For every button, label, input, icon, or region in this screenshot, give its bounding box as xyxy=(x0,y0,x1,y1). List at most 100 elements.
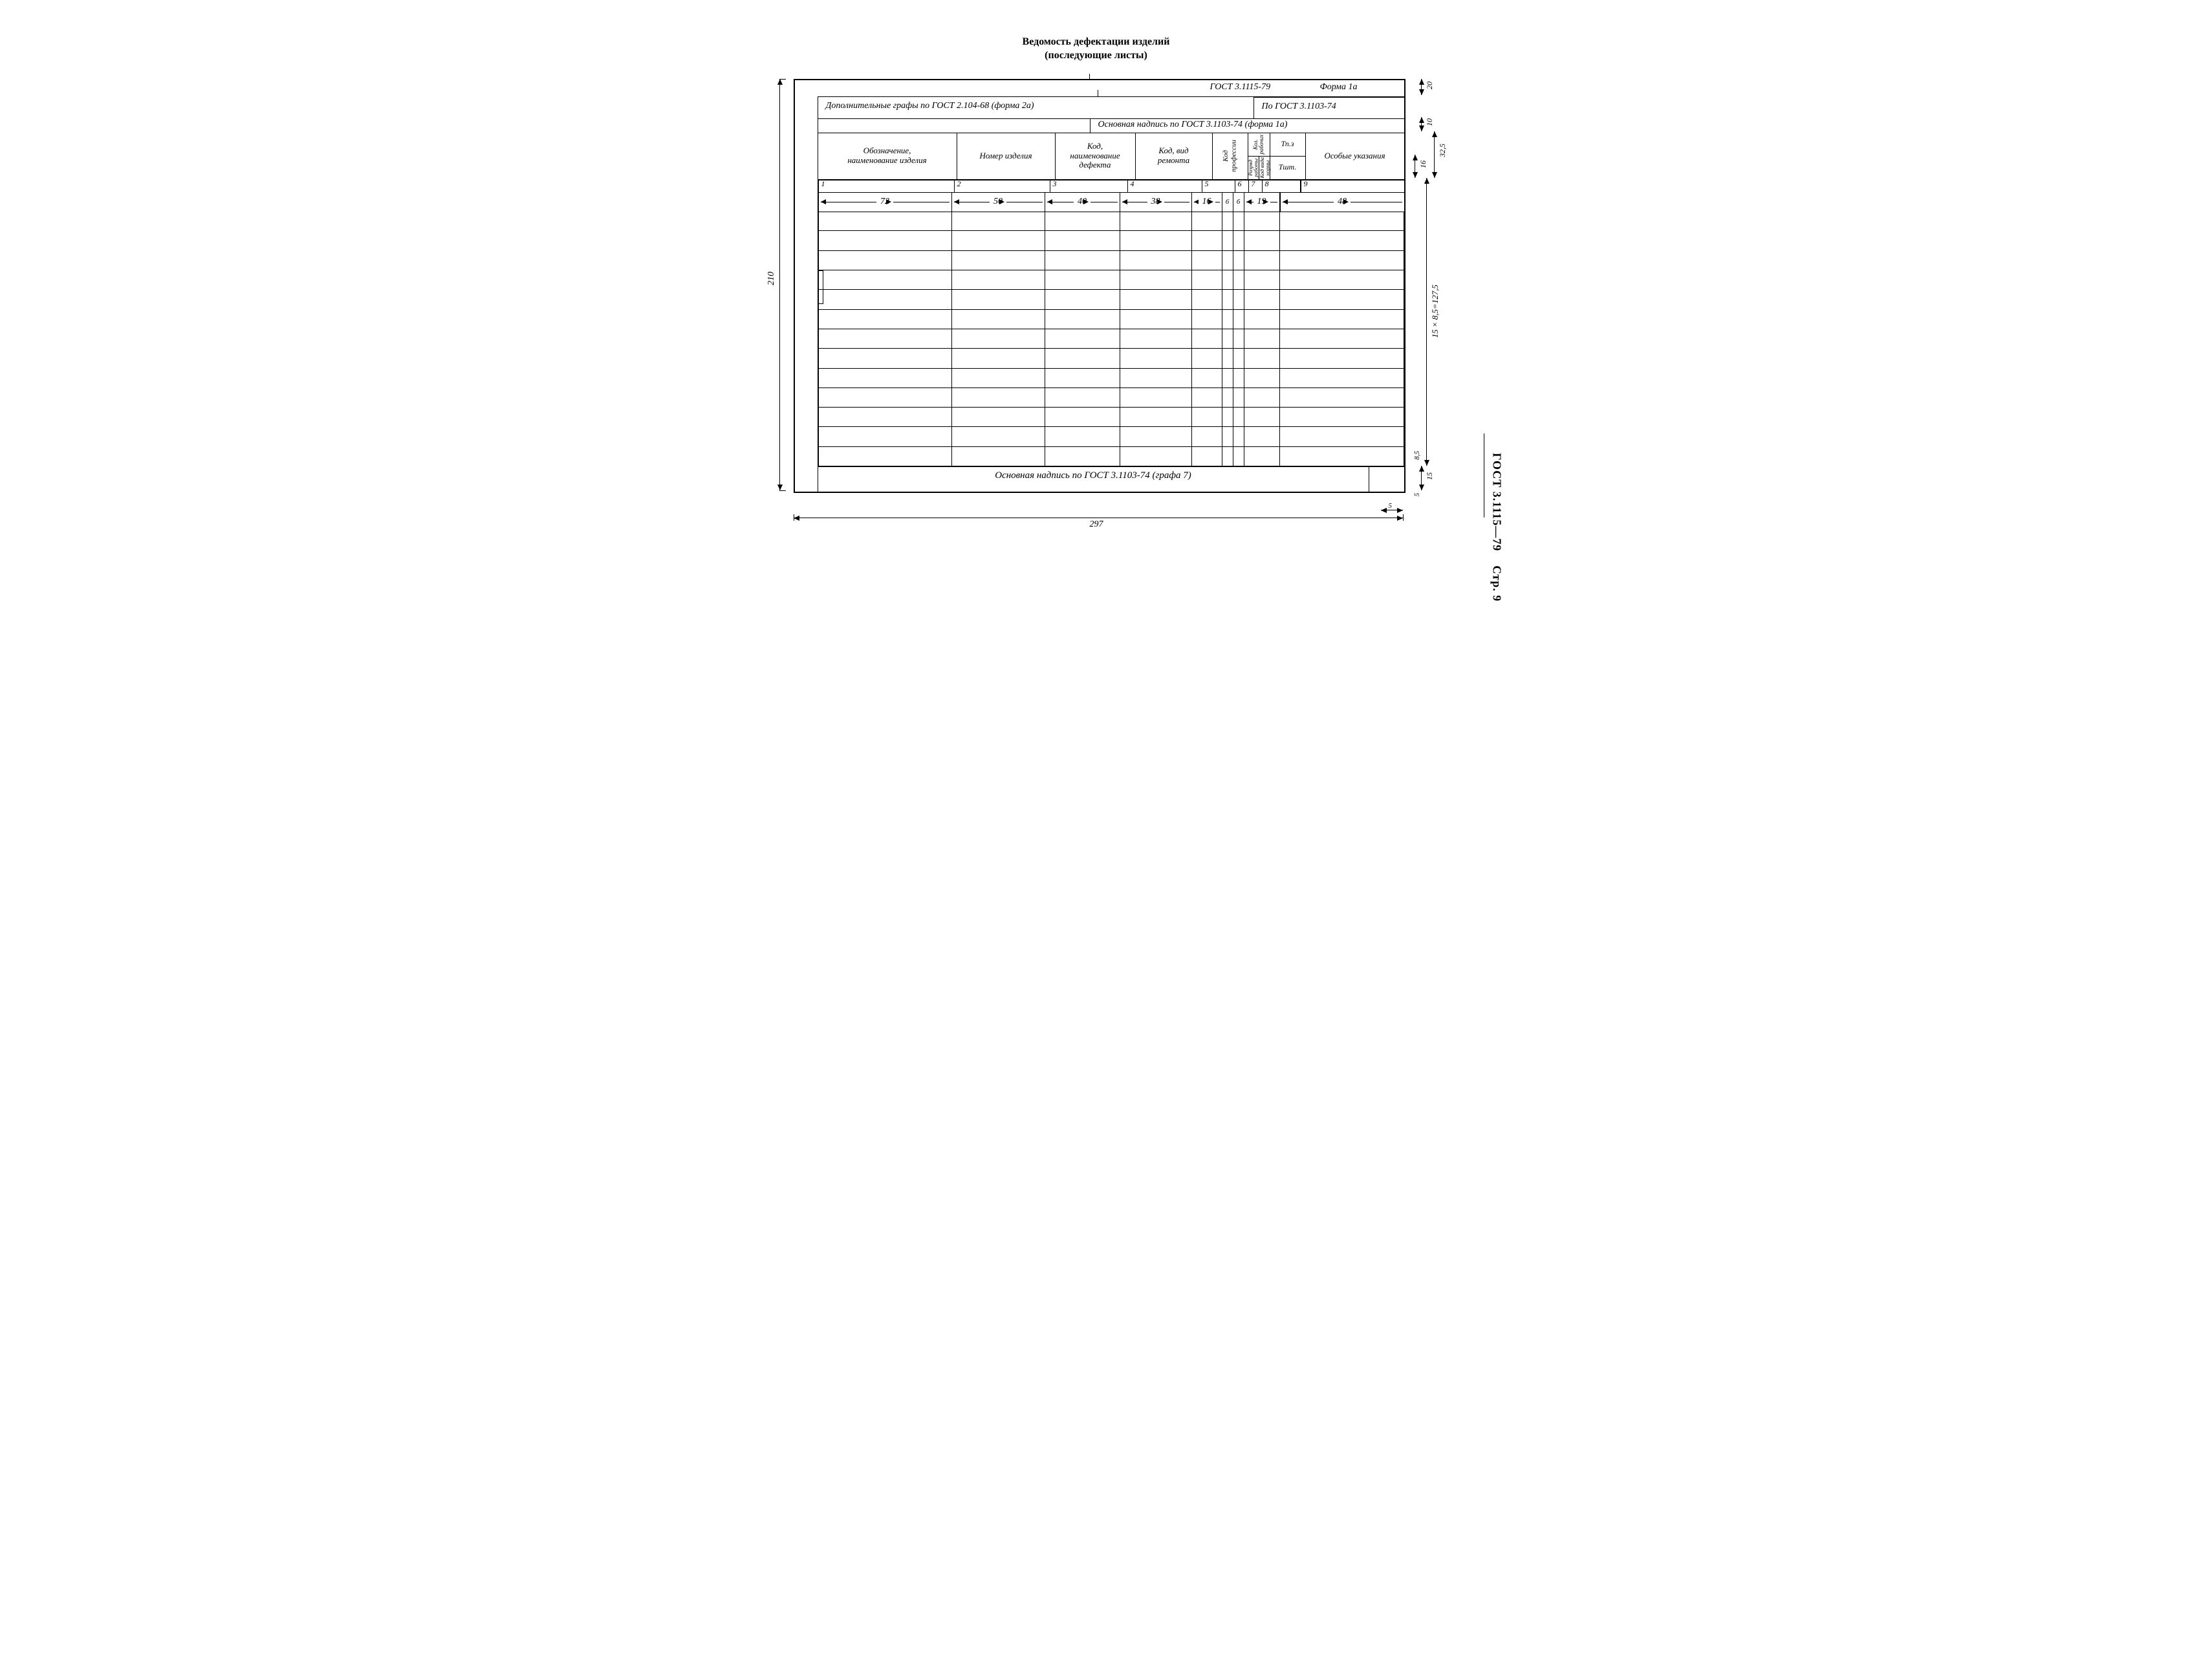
table-cell xyxy=(819,388,952,407)
table-cell xyxy=(1192,231,1222,250)
col-header-2-text: Номер изделия xyxy=(979,151,1032,161)
table-cell xyxy=(1045,349,1120,367)
table-cell xyxy=(1244,270,1280,289)
table-cell xyxy=(1233,212,1244,230)
table-row xyxy=(819,369,1404,388)
table-cell xyxy=(1045,212,1120,230)
table-cell xyxy=(1280,427,1404,446)
table-cell xyxy=(1120,251,1192,270)
table-cell xyxy=(1280,270,1404,289)
dim-tick xyxy=(779,79,786,80)
gost-row: ГОСТ 3.1115-79 Форма 1а xyxy=(795,80,1404,96)
col-num-5: 5 xyxy=(1202,179,1235,192)
col-header-6-text: Разрядработы xyxy=(1248,158,1259,177)
col-w-2-text: 50 xyxy=(990,197,1006,207)
col-num-3: 3 xyxy=(1050,179,1128,192)
table-cell xyxy=(1045,369,1120,387)
table-cell xyxy=(1045,270,1120,289)
table-cell xyxy=(1120,388,1192,407)
col-w-3-text: 40 xyxy=(1074,197,1091,207)
table-cell xyxy=(1244,329,1280,348)
title-line1: Ведомость дефектации изделий xyxy=(676,36,1517,49)
table-cell xyxy=(1045,251,1120,270)
table-cell xyxy=(1280,447,1404,466)
dim-arrow-20 xyxy=(1421,79,1422,95)
table-cell xyxy=(819,270,952,289)
col-num-4: 4 xyxy=(1128,179,1202,192)
col-header-1-text: Обозначение,наименование изделия xyxy=(847,146,926,166)
col-header-9: Особые указания xyxy=(1306,133,1404,179)
table-cell xyxy=(1244,349,1280,367)
dim-label-15: 15 xyxy=(1425,472,1435,480)
table-cell xyxy=(1192,251,1222,270)
table-cell xyxy=(819,447,952,466)
table-cell xyxy=(952,231,1045,250)
table-cell xyxy=(952,447,1045,466)
table-cell xyxy=(1120,231,1192,250)
row-extra-cols: Дополнительные графы по ГОСТ 2.104-68 (ф… xyxy=(818,96,1404,119)
side-page: Стр. 9 xyxy=(1491,565,1504,602)
col-header-3-text: Код,наименованиедефекта xyxy=(1070,142,1120,171)
table-cell xyxy=(1120,427,1192,446)
table-cell xyxy=(1120,329,1192,348)
table-cell xyxy=(1222,251,1233,270)
col-w-8-text: 19 xyxy=(1253,197,1270,207)
table-cell xyxy=(1280,212,1404,230)
table-body xyxy=(818,212,1404,467)
table-row xyxy=(819,231,1404,250)
table-cell xyxy=(1120,290,1192,309)
table-cell xyxy=(1045,388,1120,407)
table-cell xyxy=(952,290,1045,309)
table-row xyxy=(819,427,1404,446)
table-cell xyxy=(1045,447,1120,466)
table-cell xyxy=(1192,408,1222,426)
table-cell xyxy=(1045,329,1120,348)
table-cell xyxy=(1244,388,1280,407)
col-w-4: 38 xyxy=(1120,192,1192,212)
table-row xyxy=(819,251,1404,270)
col-header-7: Код виданормы xyxy=(1259,157,1270,180)
table-cell xyxy=(1233,427,1244,446)
col-w-5: 16 xyxy=(1192,192,1222,212)
col-header-6-7-bot: Разрядработы Код виданормы xyxy=(1248,157,1270,180)
table-cell xyxy=(1244,251,1280,270)
table-cell xyxy=(1244,231,1280,250)
table-cell xyxy=(1192,329,1222,348)
table-cell xyxy=(1120,447,1192,466)
col-header-6-top: Кол.рабочих xyxy=(1248,133,1270,157)
table-cell xyxy=(1120,310,1192,329)
table-cell xyxy=(1244,408,1280,426)
table-cell xyxy=(1120,349,1192,367)
col-header-6: Разрядработы xyxy=(1248,157,1259,180)
top-tick xyxy=(1089,74,1090,80)
table-cell xyxy=(1222,388,1233,407)
dim-tick xyxy=(779,490,786,491)
table-cell xyxy=(1192,427,1222,446)
col-header-2: Номер изделия xyxy=(957,133,1056,179)
table-cell xyxy=(1120,408,1192,426)
table-cell xyxy=(1280,408,1404,426)
table-cell xyxy=(1222,408,1233,426)
gost-label: ГОСТ 3.1115-79 xyxy=(1210,80,1320,96)
table-cell xyxy=(819,290,952,309)
col-w-2: 50 xyxy=(952,192,1045,212)
table-cell xyxy=(1222,369,1233,387)
col-header-8: Тп.з Тшт. xyxy=(1270,133,1306,179)
col-w-9-text: 48 xyxy=(1334,197,1351,207)
table-row xyxy=(819,310,1404,329)
dim-label-210: 210 xyxy=(766,272,777,285)
table-cell xyxy=(1045,427,1120,446)
dim-label-32-5: 32,5 xyxy=(1438,144,1448,157)
dim-tick xyxy=(1403,514,1404,521)
table-row xyxy=(819,408,1404,427)
col-header-9-text: Особые указания xyxy=(1324,151,1385,161)
dim-label-16: 16 xyxy=(1418,160,1428,168)
po-gost-cell: По ГОСТ 3.1103-74 xyxy=(1253,97,1404,119)
table-cell xyxy=(1244,447,1280,466)
row-main-inscription: Основная надпись по ГОСТ 3.1103-74 (форм… xyxy=(818,118,1404,133)
dim-label-297: 297 xyxy=(1090,519,1103,530)
footer-side-cell xyxy=(1369,467,1404,492)
table-cell xyxy=(1045,231,1120,250)
table-cell xyxy=(1045,310,1120,329)
table-row xyxy=(819,447,1404,467)
